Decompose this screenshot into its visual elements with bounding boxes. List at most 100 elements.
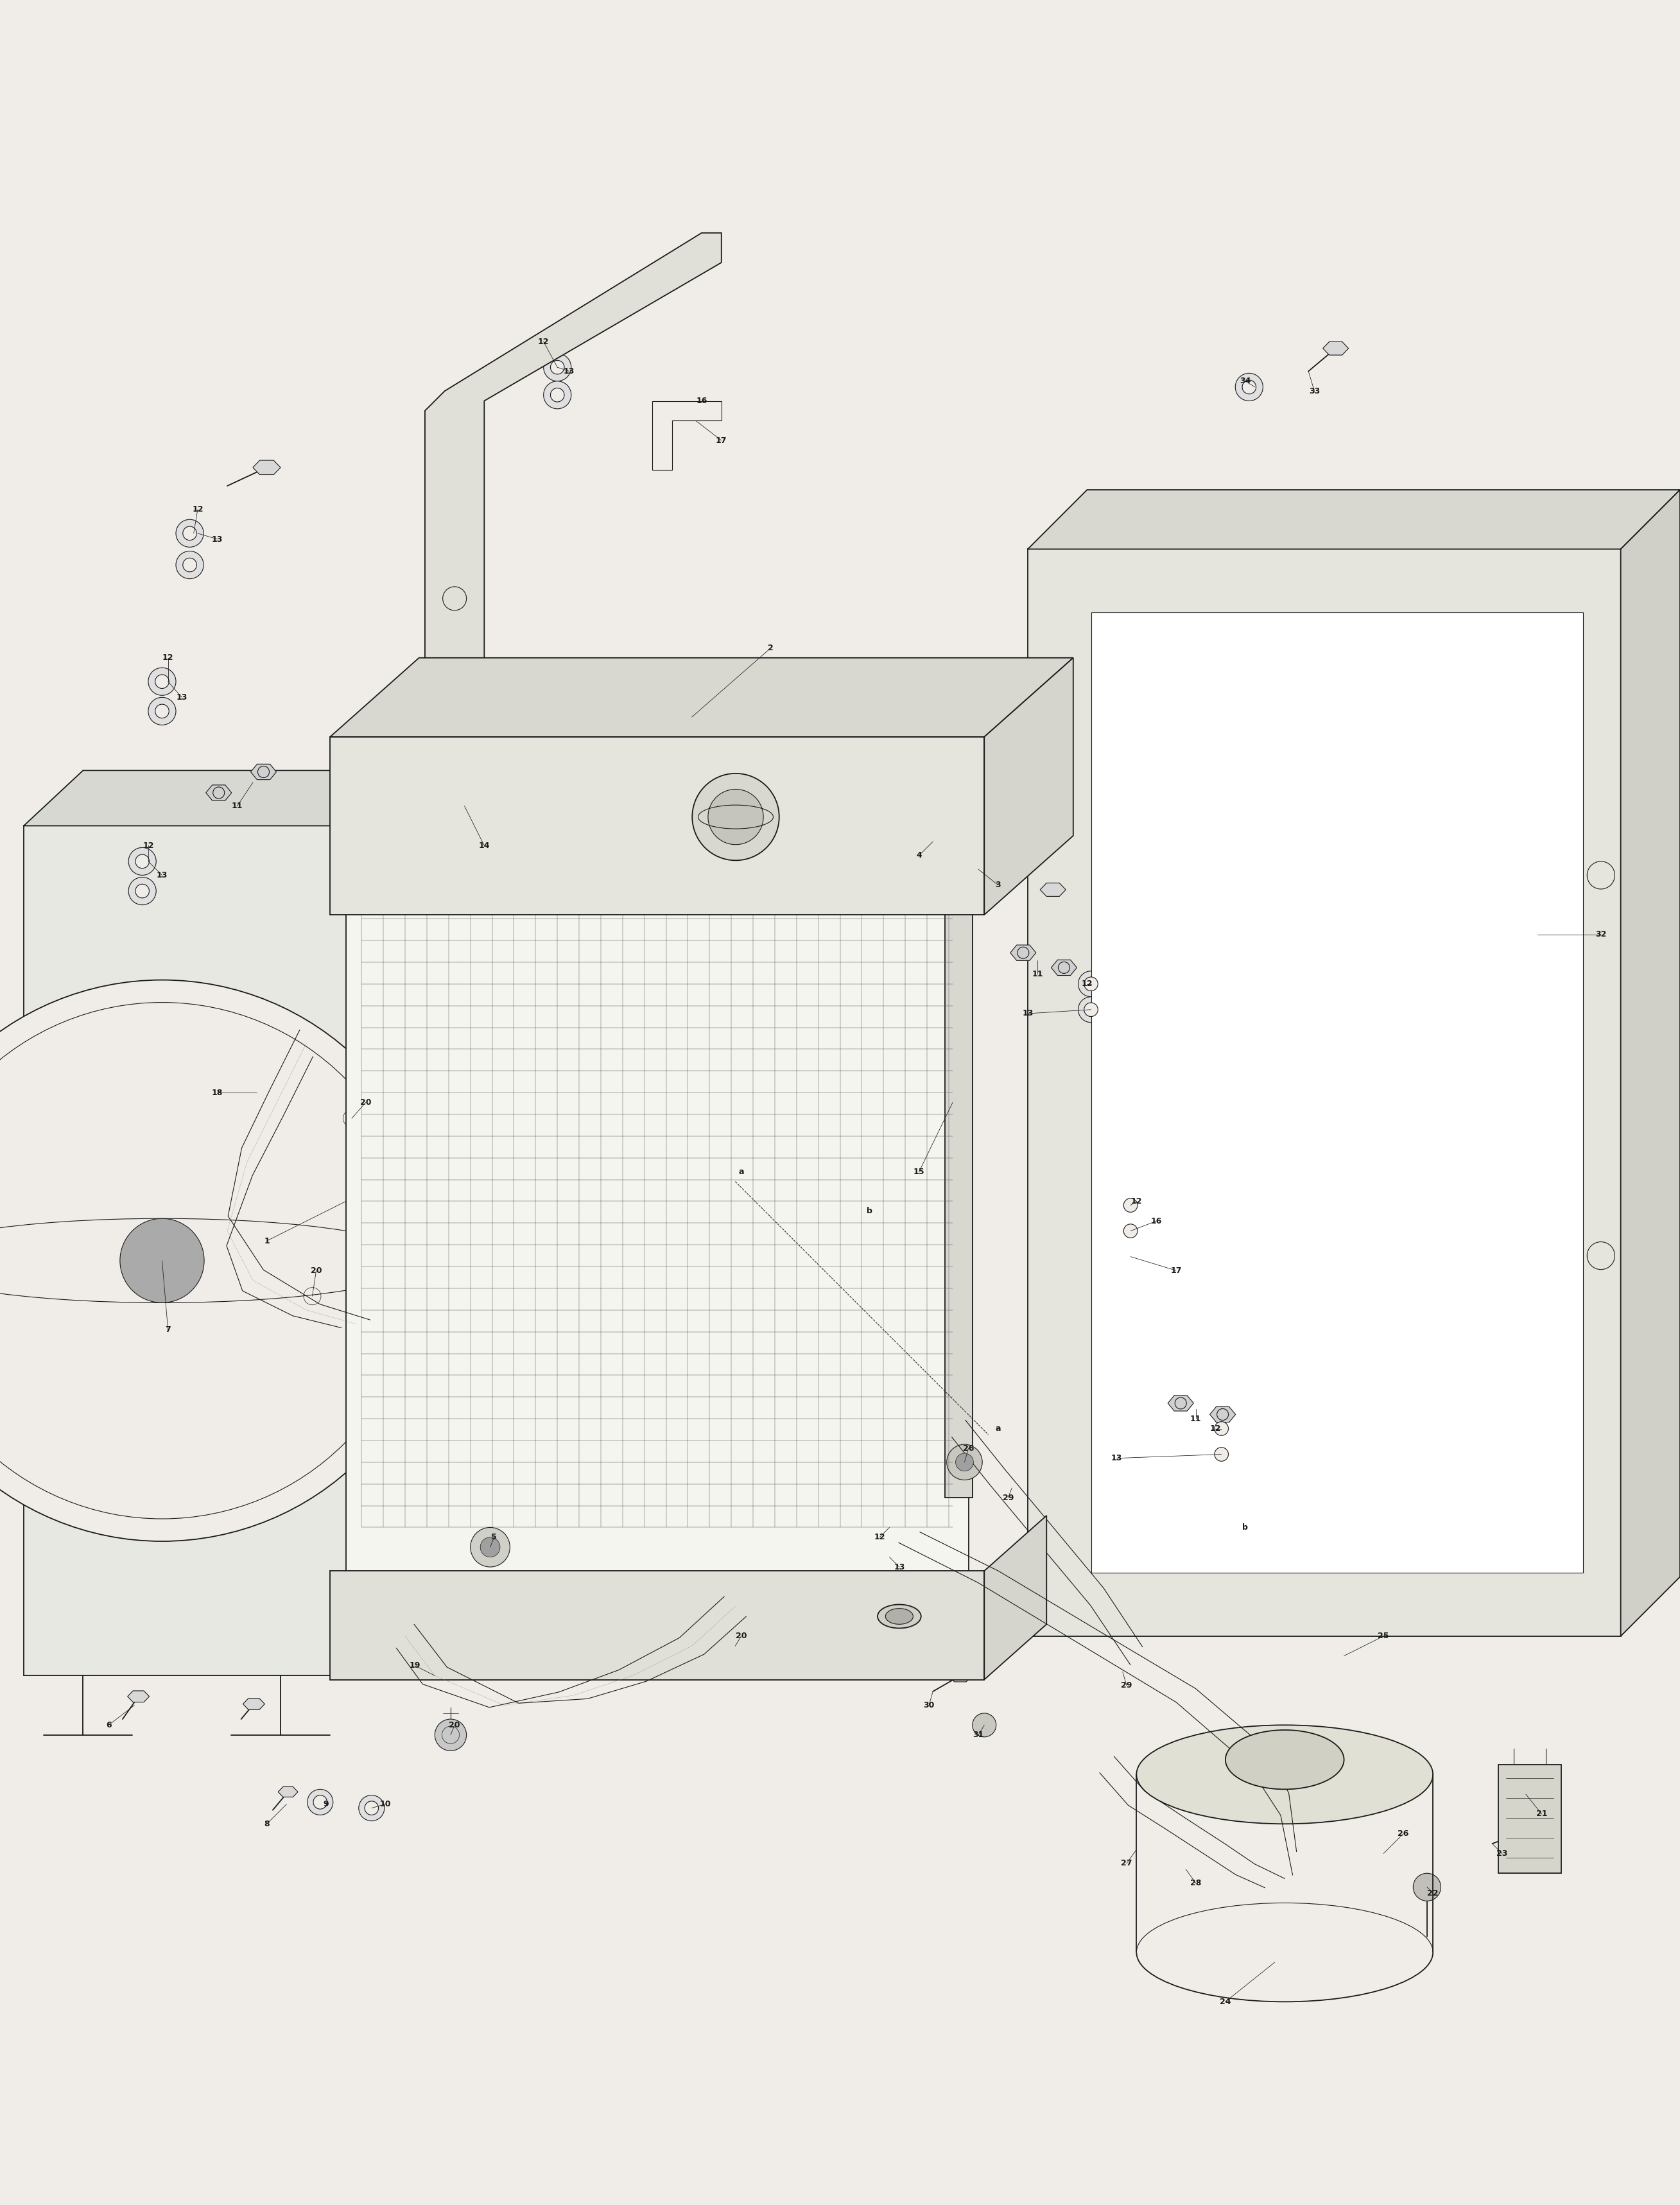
Text: 21: 21 [1536,1810,1547,1819]
Polygon shape [279,1786,297,1797]
Text: 14: 14 [479,842,491,849]
Text: a: a [739,1166,744,1175]
Text: 12: 12 [1131,1197,1142,1206]
Text: 20: 20 [360,1098,371,1107]
Circle shape [119,1219,205,1303]
Text: 19: 19 [410,1663,420,1669]
Text: 12: 12 [192,505,203,514]
Text: 26: 26 [1398,1830,1410,1839]
Polygon shape [329,657,1074,736]
Polygon shape [1168,1396,1193,1411]
Circle shape [435,1720,467,1751]
Text: 18: 18 [212,1089,223,1096]
Polygon shape [128,1691,150,1702]
Text: 13: 13 [212,536,223,542]
Circle shape [1117,1217,1144,1244]
Circle shape [973,1713,996,1738]
Text: 29: 29 [1003,1493,1013,1502]
Circle shape [148,668,176,695]
Polygon shape [250,765,277,781]
Polygon shape [1028,490,1680,549]
Polygon shape [1507,1828,1529,1839]
Text: 6: 6 [106,1720,111,1729]
Text: 25: 25 [1378,1632,1389,1641]
Circle shape [183,527,197,540]
Text: 8: 8 [264,1819,269,1828]
Text: 32: 32 [1596,931,1606,939]
Text: 13: 13 [156,871,168,880]
Circle shape [551,388,564,401]
Polygon shape [1210,1407,1235,1422]
Circle shape [336,1102,368,1133]
Text: 22: 22 [1428,1890,1438,1896]
Text: a: a [995,1424,1001,1433]
Text: 2: 2 [768,644,773,653]
Text: 11: 11 [232,803,244,809]
Circle shape [128,878,156,904]
Circle shape [692,774,780,860]
Text: 11: 11 [1032,970,1043,979]
Polygon shape [254,461,281,474]
Text: 16: 16 [1151,1217,1163,1226]
Circle shape [480,1537,501,1557]
Text: 15: 15 [914,1166,924,1175]
Circle shape [948,1444,983,1480]
Polygon shape [1322,342,1349,355]
Text: 17: 17 [1171,1266,1181,1274]
Circle shape [1215,1422,1228,1435]
Text: 12: 12 [538,337,549,346]
Circle shape [155,703,170,719]
Text: b: b [867,1206,872,1215]
Polygon shape [1499,1764,1561,1874]
Circle shape [0,979,444,1541]
Text: 1: 1 [264,1237,269,1246]
Polygon shape [1010,946,1037,961]
Circle shape [136,856,150,869]
Polygon shape [207,785,232,800]
Polygon shape [244,1698,265,1709]
Text: 12: 12 [1082,979,1092,988]
Ellipse shape [885,1607,914,1625]
Circle shape [911,827,939,856]
Text: 17: 17 [716,437,727,445]
Text: 27: 27 [1121,1859,1132,1868]
Text: 34: 34 [1240,377,1250,386]
Text: 20: 20 [311,1266,323,1274]
Text: 5: 5 [491,1532,497,1541]
Circle shape [312,1795,328,1808]
Circle shape [470,1528,511,1568]
Circle shape [1242,379,1257,395]
Circle shape [1235,373,1263,401]
Circle shape [183,558,197,571]
Text: 20: 20 [736,1632,748,1641]
Polygon shape [425,234,721,708]
Circle shape [1079,997,1104,1023]
Circle shape [148,697,176,725]
Text: 9: 9 [323,1799,329,1808]
Circle shape [1208,1442,1235,1466]
Circle shape [1117,1193,1144,1217]
Circle shape [365,1801,378,1815]
Polygon shape [24,770,410,827]
Polygon shape [984,1515,1047,1680]
Text: 12: 12 [163,653,173,662]
Circle shape [719,1629,751,1663]
Circle shape [176,551,203,578]
Circle shape [551,359,564,375]
Text: 26: 26 [963,1444,974,1453]
Circle shape [544,353,571,381]
Text: 13: 13 [1110,1453,1122,1462]
Circle shape [1084,977,1099,990]
Circle shape [155,675,170,688]
Text: 28: 28 [1189,1879,1201,1887]
Polygon shape [329,736,984,915]
Polygon shape [1028,549,1621,1636]
Circle shape [956,1453,973,1471]
Circle shape [544,381,571,408]
Text: 29: 29 [1121,1682,1132,1689]
Text: 3: 3 [995,882,1001,889]
Text: 13: 13 [894,1563,906,1572]
Polygon shape [610,289,637,304]
Polygon shape [984,657,1074,915]
Circle shape [1413,1874,1441,1901]
